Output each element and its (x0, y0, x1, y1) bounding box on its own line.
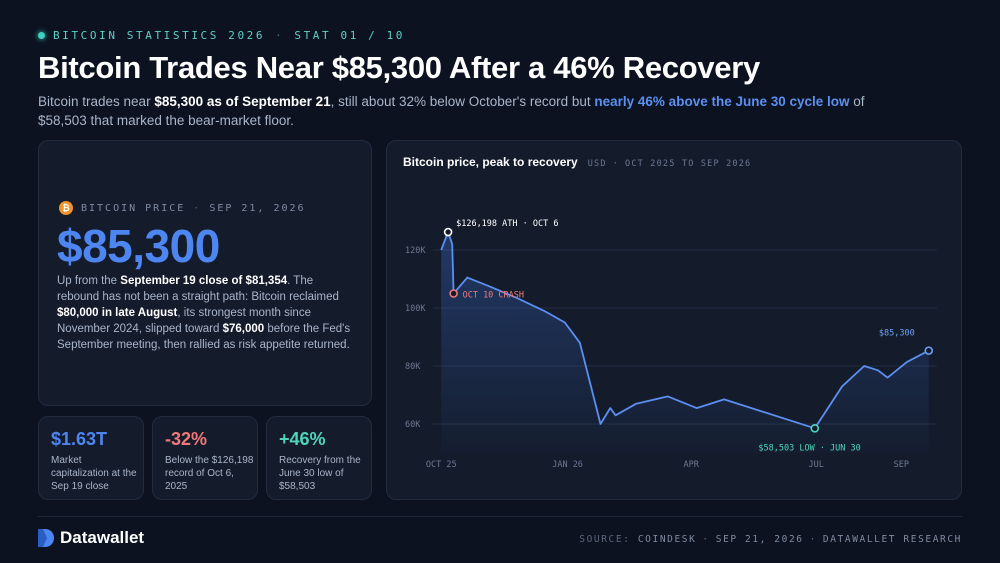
annotation-label: $126,198 ATH · OCT 6 (456, 219, 558, 229)
source-org: DATAWALLET RESEARCH (822, 534, 962, 545)
kicker-text: BITCOIN STATISTICS 2026 (53, 29, 266, 42)
y-tick-label: 120K (405, 246, 426, 256)
desc-text-4: before the Fed's September meeting, then… (57, 323, 351, 351)
annotation-marker (449, 289, 458, 298)
annotation-label: $58,503 LOW · JUN 30 (758, 443, 860, 453)
subhead-price: $85,300 as of September 21 (154, 94, 331, 109)
subhead-text-2: , still about 32% below October's record… (330, 94, 595, 109)
price-card: ₿ BITCOIN PRICE · SEP 21, 2026 $85,300 U… (38, 140, 372, 406)
stat-value: +46% (279, 429, 326, 449)
stat-card-recovery: +46% Recovery from the June 30 low of $5… (266, 416, 372, 500)
desc-bold-2: $80,000 in late August (57, 307, 178, 319)
x-tick-label: APR (684, 460, 700, 470)
source-separator: · (702, 534, 710, 545)
x-tick-label: SEP (894, 460, 909, 470)
bitcoin-icon: ₿ (59, 201, 73, 215)
stat-value: -32% (165, 429, 208, 449)
x-tick-label: JAN 26 (552, 460, 583, 470)
desc-text-1: Up from the (57, 275, 121, 287)
stat-label: Below the $126,198 record of Oct 6, 2025 (165, 455, 254, 492)
y-tick-label: 60K (405, 420, 421, 430)
kicker-separator: · (275, 29, 285, 42)
chart-subtitle-separator: · (612, 159, 620, 169)
subhead-highlight: nearly 46% above the June 30 cycle low (594, 94, 850, 109)
price-label: ₿ BITCOIN PRICE · SEP 21, 2026 (59, 201, 306, 215)
desc-bold-3: $76,000 (222, 323, 265, 335)
annotation-label: $85,300 (879, 329, 915, 339)
annotation-marker (810, 424, 820, 433)
source-line: SOURCE: COINDESK · SEP 21, 2026 · DATAWALLET… (579, 534, 962, 545)
source-name: COINDESK (637, 534, 697, 545)
series-line (440, 231, 930, 430)
x-tick-label: JUL (808, 460, 823, 470)
chart-title-text: Bitcoin price, peak to recovery (403, 155, 578, 169)
current-price: $85,300 (57, 220, 220, 272)
y-tick-label: 80K (405, 362, 421, 372)
footer-divider (38, 516, 962, 517)
source-date: SEP 21, 2026 (715, 534, 804, 545)
annotation-label: OCT 10 CRASH (463, 291, 524, 301)
page-title: Bitcoin Trades Near $85,300 After a 46% … (38, 50, 760, 85)
stat-label: Recovery from the June 30 low of $58,503 (279, 455, 361, 492)
series-area (441, 232, 929, 453)
chart-subtitle: USD · OCT 2025 TO SEP 2026 (588, 159, 752, 169)
stat-value: $1.63T (51, 429, 108, 449)
chart-card: 60K 80K 100K 120K OCT 25 JAN 26 APR JUL SEP $126,… (386, 140, 962, 500)
stat-counter: STAT 01 / 10 (294, 29, 406, 42)
price-label-separator: · (193, 202, 202, 214)
subhead-text-1: Bitcoin trades near (38, 94, 155, 109)
chart-range: OCT 2025 TO SEP 2026 (625, 159, 752, 169)
annotation-marker (443, 227, 453, 237)
stat-label: Market capitalization at the Sep 19 clos… (51, 455, 137, 492)
brand-name: Datawallet (60, 528, 145, 547)
price-label-text: BITCOIN PRICE (81, 202, 186, 214)
source-separator: · (809, 534, 817, 545)
desc-text-2: . The rebound has not been a straight pa… (57, 275, 339, 303)
price-chart: 60K 80K 100K 120K OCT 25 JAN 26 APR JUL SEP $126,… (405, 219, 937, 470)
desc-text-3: , its strongest month since November 202… (57, 307, 311, 335)
kicker-dot-icon (38, 32, 45, 39)
subhead-text-3: of $58,503 that marked the bear-market f… (38, 94, 865, 128)
price-description: Up from the September 19 close of $81,35… (57, 273, 357, 353)
chart-unit: USD (587, 159, 607, 169)
x-tick-label: OCT 25 (426, 460, 457, 470)
brand-logo[interactable]: Datawallet (38, 528, 144, 548)
subheadline: Bitcoin trades near $85,300 as of Septem… (38, 93, 868, 130)
stat-card-market-cap: $1.63T Market capitalization at the Sep … (38, 416, 144, 500)
source-label: SOURCE: (579, 534, 631, 545)
chart-title: Bitcoin price, peak to recovery USD · OCT … (403, 155, 751, 169)
price-date: SEP 21, 2026 (209, 202, 306, 214)
annotation-marker (924, 346, 934, 355)
datawallet-logo-icon (38, 529, 54, 547)
y-tick-label: 100K (405, 304, 426, 314)
kicker: BITCOIN STATISTICS 2026 · STAT 01 / 10 (38, 29, 405, 42)
desc-bold-1: September 19 close of $81,354 (120, 275, 288, 287)
stat-card-below-record: -32% Below the $126,198 record of Oct 6,… (152, 416, 258, 500)
